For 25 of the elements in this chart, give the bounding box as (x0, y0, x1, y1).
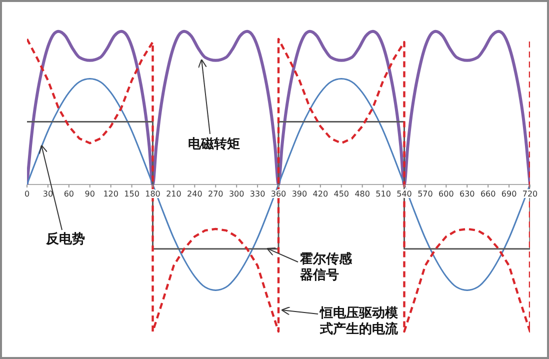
x-tick-label: 270 (208, 190, 224, 198)
x-tick-label: 570 (418, 190, 433, 198)
x-tick-label: 510 (376, 190, 391, 198)
x-tick-label: 480 (354, 190, 370, 198)
x-tick-label: 330 (250, 190, 266, 198)
x-tick-label: 210 (166, 190, 182, 198)
annotation: 恒电压驱动模式产生的电流 (320, 306, 399, 338)
annotation: 反电势 (46, 232, 86, 248)
annotation: 霍尔传感器信号 (300, 252, 353, 284)
x-tick-label: 300 (228, 190, 244, 198)
x-tick-label: 0 (24, 190, 30, 198)
x-tick-label: 690 (501, 190, 517, 198)
x-tick-label: 600 (438, 190, 454, 198)
x-tick-label: 630 (459, 190, 475, 198)
x-tick-label: 30 (42, 190, 54, 198)
x-tick-label: 450 (334, 190, 350, 198)
x-tick-label: 240 (187, 190, 202, 198)
x-tick-label: 150 (124, 190, 140, 198)
x-tick-label: 420 (312, 190, 328, 198)
x-tick-label: 660 (480, 190, 496, 198)
x-tick-label: 60 (64, 190, 74, 198)
x-tick-label: 90 (84, 190, 95, 198)
annotation: 电磁转矩 (188, 137, 241, 153)
x-tick-label: 120 (103, 190, 118, 198)
x-tick-label: 390 (292, 190, 308, 198)
